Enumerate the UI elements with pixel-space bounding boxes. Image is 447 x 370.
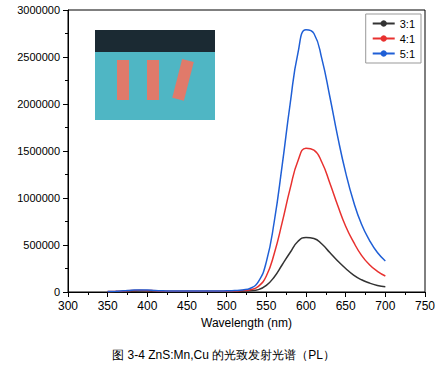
svg-text:3000000: 3000000 [17,4,60,16]
svg-text:1000000: 1000000 [17,192,60,204]
svg-text:2500000: 2500000 [17,51,60,63]
svg-text:4:1: 4:1 [400,33,415,45]
svg-text:750: 750 [415,299,435,313]
svg-text:2000000: 2000000 [17,98,60,110]
svg-text:700: 700 [375,299,395,313]
svg-text:650: 650 [336,299,356,313]
svg-text:400: 400 [137,299,157,313]
svg-text:Wavelength (nm): Wavelength (nm) [201,316,292,330]
svg-text:1500000: 1500000 [17,145,60,157]
svg-text:300: 300 [58,299,78,313]
svg-text:600: 600 [296,299,316,313]
svg-text:0: 0 [54,286,60,298]
svg-text:450: 450 [177,299,197,313]
svg-text:图 3-4 ZnS:Mn,Cu 的光致发射光谱（PL）: 图 3-4 ZnS:Mn,Cu 的光致发射光谱（PL） [112,348,335,362]
svg-text:3:1: 3:1 [400,18,415,30]
svg-text:500: 500 [217,299,237,313]
svg-text:5:1: 5:1 [400,48,415,60]
svg-text:550: 550 [256,299,276,313]
svg-text:500000: 500000 [23,239,60,251]
svg-text:350: 350 [98,299,118,313]
